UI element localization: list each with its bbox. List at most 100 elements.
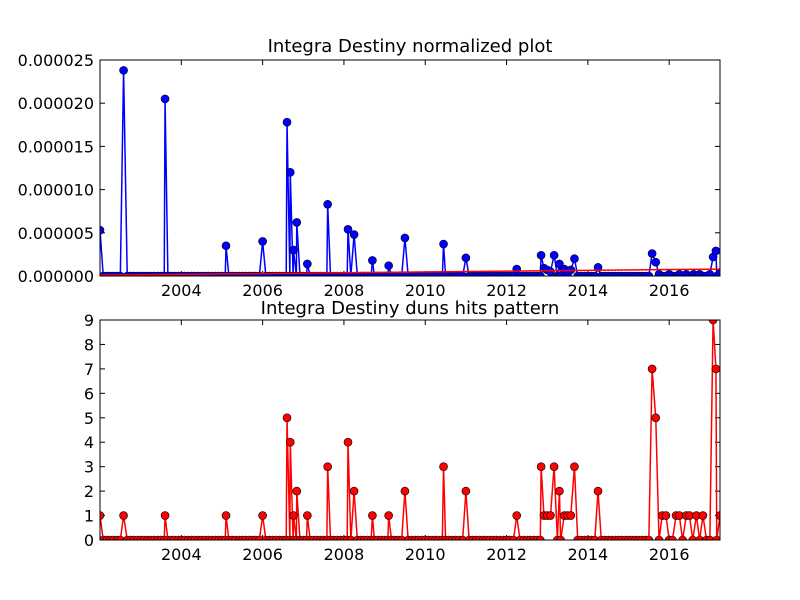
normalized-plot-y-tick-label: 0.000020 xyxy=(18,94,94,113)
duns-hits-plot-baseline-point xyxy=(116,535,125,540)
duns-hits-plot-data-point xyxy=(651,413,661,423)
duns-hits-plot-series xyxy=(100,320,720,540)
normalized-plot-ticks: 2004 2006 2008 2010 2012 2014 2016 0.000000 0.00… xyxy=(18,51,720,300)
duns-hits-plot-y-tick-label: 5 xyxy=(84,409,94,428)
normalized-plot-data-point xyxy=(119,66,128,75)
normalized-plot-data-point xyxy=(400,233,410,243)
normalized-plot-baseline-point xyxy=(590,271,600,276)
duns-hits-plot-data-point xyxy=(715,511,720,520)
duns-hits-plot-data-point xyxy=(566,511,576,520)
normalized-plot-data-point xyxy=(536,250,546,260)
duns-hits-plot-baseline-point xyxy=(397,535,406,540)
normalized-plot-data-point xyxy=(349,230,359,239)
duns-hits-plot-data-point xyxy=(439,462,448,471)
normalized-plot-data-point xyxy=(323,199,332,209)
normalized-plot-series-1 xyxy=(100,268,720,276)
normalized-plot-data-point xyxy=(549,250,559,260)
duns-hits-plot-data-point xyxy=(512,511,522,520)
duns-hits-plot-x-tick-label: 2016 xyxy=(649,545,690,564)
duns-hits-plot-data-point xyxy=(160,511,170,520)
normalized-plot-axes-frame xyxy=(99,59,721,277)
duns-hits-plot-x-tick-label: 2010 xyxy=(405,545,446,564)
normalized-plot-x-tick-label: 2010 xyxy=(405,281,446,300)
duns-hits-plot-x-tick-label: 2004 xyxy=(161,545,202,564)
normalized-plot-data-point xyxy=(439,239,448,249)
normalized-plot-data-point xyxy=(303,259,312,269)
normalized-plot-baseline-point xyxy=(536,271,545,276)
duns-hits-plot-data-point xyxy=(555,486,564,496)
duns-hits-plot-x-tick-label: 2012 xyxy=(486,545,527,564)
duns-hits-plot-series-0 xyxy=(100,320,720,540)
duns-hits-plot-baseline-point xyxy=(712,535,720,540)
duns-hits-plot-data-point xyxy=(282,413,292,423)
normalized-plot-data-point xyxy=(221,241,231,251)
duns-hits-plot-baseline-point xyxy=(644,535,654,540)
normalized-plot-y-tick-label: 0.000010 xyxy=(18,181,94,200)
normalized-plot-title: Integra Destiny normalized plot xyxy=(268,36,553,57)
normalized-plot-x-tick-label: 2006 xyxy=(242,281,283,300)
duns-hits-plot-data-point xyxy=(400,486,410,496)
duns-hits-plot-y-tick-label: 9 xyxy=(84,311,94,330)
normalized-plot-data-point xyxy=(285,168,295,177)
duns-hits-plot-y-tick-label: 1 xyxy=(84,507,94,526)
duns-hits-plot-data-point xyxy=(549,462,559,471)
duns-hits-plot-axes-frame xyxy=(99,319,721,541)
normalized-plot-x-tick-label: 2012 xyxy=(486,281,527,300)
normalized-plot-data-point xyxy=(593,263,603,272)
duns-hits-plot-data-point xyxy=(384,511,393,520)
normalized-plot-x-tick-label: 2016 xyxy=(649,281,690,300)
normalized-plot-data-point xyxy=(461,253,471,263)
duns-hits-plot-title: Integra Destiny duns hits pattern xyxy=(261,298,560,319)
duns-hits-plot-data-point xyxy=(119,511,128,520)
duns-hits-plot-data-point xyxy=(292,486,302,496)
duns-hits-plot-y-tick-label: 6 xyxy=(84,384,94,403)
duns-hits-plot-data-point xyxy=(546,511,555,520)
normalized-plot-data-point xyxy=(258,237,267,246)
normalized-plot-data-point xyxy=(100,225,105,235)
duns-hits-plot-y-tick-label: 0 xyxy=(84,531,94,550)
normalized-plot-data-point xyxy=(384,261,393,270)
normalized-plot-data-point xyxy=(160,94,170,104)
duns-hits-plot-axes-background xyxy=(100,320,720,540)
duns-hits-plot-data-point xyxy=(349,486,359,496)
duns-hits-plot-baseline-point xyxy=(536,535,545,540)
normalized-plot-data-point xyxy=(647,249,657,258)
normalized-plot-baseline-point xyxy=(644,271,654,276)
duns-hits-plot-baseline-point xyxy=(678,535,687,540)
duns-hits-plot-baseline-point xyxy=(654,535,664,540)
normalized-plot-y-tick-label: 0.000000 xyxy=(18,267,94,286)
normalized-plot-data-point xyxy=(570,254,579,264)
duns-hits-plot-baseline-point xyxy=(255,535,264,540)
normalized-plot-data-point xyxy=(651,257,661,267)
normalized-plot-y-tick-label: 0.000005 xyxy=(18,224,94,243)
normalized-plot: Integra Destiny normalized plot 2004 2006… xyxy=(18,36,721,300)
normalized-plot-x-tick-label: 2004 xyxy=(161,281,202,300)
normalized-plot-series xyxy=(100,66,720,276)
duns-hits-plot-baseline-point xyxy=(509,535,518,540)
duns-hits-plot-data-point xyxy=(570,462,579,471)
duns-hits-plot-data-point xyxy=(647,364,657,374)
duns-hits-plot-data-point xyxy=(593,486,603,496)
normalized-plot-y-tick-label: 0.000015 xyxy=(18,137,94,156)
duns-hits-plot-data-point xyxy=(323,462,332,471)
duns-hits-plot-data-point xyxy=(221,511,231,520)
duns-hits-plot: Integra Destiny duns hits pattern 2004 20… xyxy=(84,298,721,564)
duns-hits-plot-baseline-point xyxy=(556,535,565,540)
duns-hits-plot-x-tick-label: 2008 xyxy=(324,545,365,564)
duns-hits-plot-data-point xyxy=(368,511,377,520)
duns-hits-plot-data-point xyxy=(100,511,105,520)
normalized-plot-x-tick-label: 2014 xyxy=(568,281,609,300)
duns-hits-plot-x-tick-label: 2014 xyxy=(568,545,609,564)
duns-hits-plot-y-tick-label: 8 xyxy=(84,335,94,354)
duns-hits-plot-y-tick-label: 4 xyxy=(84,433,94,452)
duns-hits-plot-x-tick-label: 2006 xyxy=(242,545,283,564)
duns-hits-plot-data-point xyxy=(708,320,718,325)
duns-hits-plot-data-point xyxy=(258,511,267,520)
duns-hits-plot-data-point xyxy=(536,462,546,471)
normalized-plot-data-point xyxy=(546,267,555,276)
normalized-plot-data-point xyxy=(282,117,292,127)
duns-hits-plot-baseline-point xyxy=(688,535,698,540)
duns-hits-plot-y-tick-label: 7 xyxy=(84,360,94,379)
duns-hits-plot-data-point xyxy=(289,511,298,520)
duns-hits-plot-data-point xyxy=(711,364,720,374)
